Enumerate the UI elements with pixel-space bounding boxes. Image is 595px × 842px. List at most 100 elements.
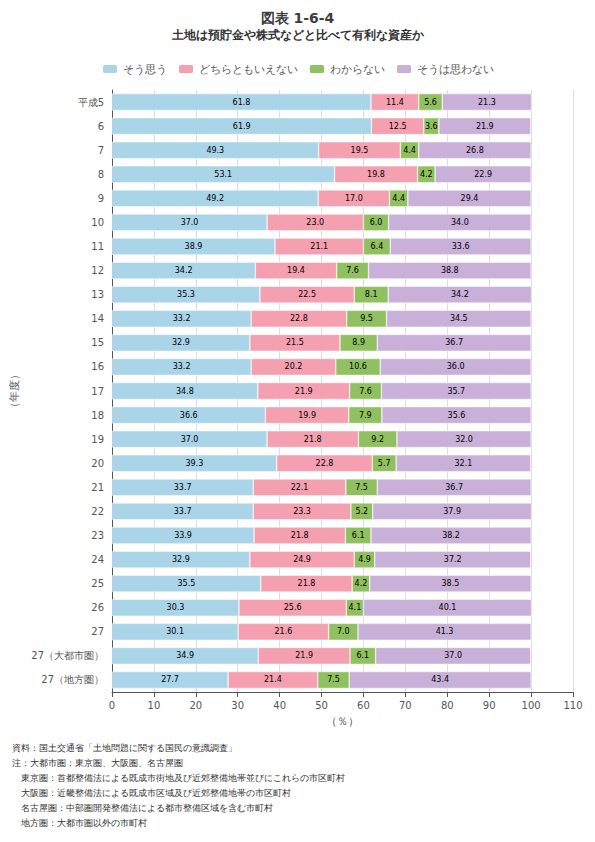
svg-text:8.9: 8.9	[352, 338, 365, 347]
svg-text:60: 60	[357, 700, 370, 711]
svg-text:7.6: 7.6	[346, 266, 359, 275]
svg-text:19.4: 19.4	[287, 266, 305, 275]
svg-text:9.2: 9.2	[371, 435, 384, 444]
svg-text:東京圏：首都整備法による既成市街地及び近郊整備地帯並びにこれ: 東京圏：首都整備法による既成市街地及び近郊整備地帯並びにこれらの市区町村	[12, 773, 345, 783]
svg-text:38.5: 38.5	[442, 579, 460, 588]
svg-text:4.9: 4.9	[358, 555, 371, 564]
svg-text:34.2: 34.2	[451, 290, 469, 299]
svg-text:33.9: 33.9	[174, 531, 192, 540]
svg-text:25.6: 25.6	[284, 603, 302, 612]
svg-text:20: 20	[189, 700, 202, 711]
svg-text:そう思う: そう思う	[123, 63, 167, 76]
svg-text:7.5: 7.5	[355, 483, 368, 492]
svg-text:6: 6	[98, 121, 104, 132]
svg-text:24: 24	[91, 554, 104, 565]
svg-text:26.8: 26.8	[466, 146, 484, 155]
svg-text:21.8: 21.8	[304, 435, 322, 444]
svg-text:40: 40	[273, 700, 286, 711]
svg-text:6.0: 6.0	[370, 218, 383, 227]
svg-text:34.9: 34.9	[176, 651, 194, 660]
svg-text:35.5: 35.5	[177, 579, 195, 588]
svg-text:36.7: 36.7	[445, 483, 463, 492]
svg-text:名古屋圏：中部圏開発整備法による都市整備区域を含む市町村: 名古屋圏：中部圏開発整備法による都市整備区域を含む市町村	[12, 803, 273, 813]
svg-text:22.8: 22.8	[290, 314, 308, 323]
svg-text:14: 14	[91, 313, 104, 324]
svg-text:21.4: 21.4	[264, 675, 282, 684]
svg-text:22.1: 22.1	[291, 483, 309, 492]
svg-text:37.0: 37.0	[181, 435, 199, 444]
svg-text:21.6: 21.6	[275, 627, 293, 636]
svg-text:32.9: 32.9	[172, 338, 190, 347]
svg-text:5.7: 5.7	[378, 459, 391, 468]
svg-text:33.7: 33.7	[174, 483, 192, 492]
svg-text:100: 100	[522, 700, 541, 711]
svg-text:7.9: 7.9	[359, 411, 372, 420]
svg-text:19.5: 19.5	[351, 146, 369, 155]
svg-text:8: 8	[98, 169, 104, 180]
svg-text:7.5: 7.5	[327, 675, 340, 684]
svg-text:35.7: 35.7	[447, 387, 465, 396]
svg-text:大阪圏：近畿整備法による既成市区域及び近郊整備地帯の市区町村: 大阪圏：近畿整備法による既成市区域及び近郊整備地帯の市区町村	[12, 788, 291, 798]
svg-text:27.7: 27.7	[161, 675, 179, 684]
svg-text:21.9: 21.9	[476, 122, 494, 131]
svg-text:21.5: 21.5	[286, 338, 304, 347]
svg-text:18: 18	[91, 410, 104, 421]
svg-text:34.8: 34.8	[176, 387, 194, 396]
svg-text:50: 50	[315, 700, 328, 711]
svg-text:34.0: 34.0	[451, 218, 469, 227]
svg-text:61.8: 61.8	[233, 98, 251, 107]
svg-text:13: 13	[91, 289, 104, 300]
svg-text:25: 25	[91, 578, 104, 589]
svg-text:22: 22	[91, 506, 104, 517]
svg-text:注：大都市圏：東京圏、大阪圏、名古屋圏: 注：大都市圏：東京圏、大阪圏、名古屋圏	[12, 758, 183, 768]
svg-text:70: 70	[399, 700, 412, 711]
svg-text:27（大都市圏）: 27（大都市圏）	[31, 650, 104, 661]
svg-text:6.4: 6.4	[370, 242, 383, 251]
svg-text:32.1: 32.1	[455, 459, 473, 468]
svg-text:12: 12	[91, 265, 104, 276]
svg-text:37.9: 37.9	[443, 507, 461, 516]
svg-text:24.9: 24.9	[293, 555, 311, 564]
svg-text:23: 23	[91, 530, 104, 541]
svg-text:どちらともいえない: どちらともいえない	[199, 63, 298, 76]
svg-text:21: 21	[91, 482, 104, 493]
svg-text:34.2: 34.2	[175, 266, 193, 275]
svg-text:4.1: 4.1	[348, 603, 361, 612]
svg-text:49.2: 49.2	[206, 194, 224, 203]
svg-text:土地は預貯金や株式などと比べて有利な資産か: 土地は預貯金や株式などと比べて有利な資産か	[171, 28, 425, 42]
svg-text:4.2: 4.2	[420, 170, 433, 179]
svg-text:20.2: 20.2	[285, 362, 303, 371]
svg-text:33.7: 33.7	[174, 507, 192, 516]
svg-text:33.6: 33.6	[452, 242, 470, 251]
svg-text:10.6: 10.6	[349, 362, 367, 371]
svg-text:11.4: 11.4	[386, 98, 404, 107]
svg-text:17.0: 17.0	[345, 194, 363, 203]
svg-text:20: 20	[91, 458, 104, 469]
svg-text:27: 27	[91, 626, 104, 637]
svg-text:3.6: 3.6	[425, 122, 438, 131]
svg-text:21.1: 21.1	[310, 242, 328, 251]
svg-text:21.3: 21.3	[478, 98, 496, 107]
svg-text:（％）: （％）	[326, 715, 359, 728]
svg-text:33.2: 33.2	[173, 314, 191, 323]
svg-text:19: 19	[91, 434, 104, 445]
svg-text:（年度）: （年度）	[8, 369, 21, 413]
svg-text:19.9: 19.9	[298, 411, 316, 420]
svg-text:22.9: 22.9	[474, 170, 492, 179]
svg-text:43.4: 43.4	[431, 675, 449, 684]
svg-text:16: 16	[91, 361, 104, 372]
svg-text:30.3: 30.3	[167, 603, 185, 612]
svg-text:21.8: 21.8	[298, 579, 316, 588]
svg-text:4.4: 4.4	[403, 146, 416, 155]
svg-text:15: 15	[91, 337, 104, 348]
svg-text:38.8: 38.8	[441, 266, 459, 275]
svg-text:37.2: 37.2	[444, 555, 462, 564]
svg-text:34.5: 34.5	[450, 314, 468, 323]
svg-text:7.0: 7.0	[337, 627, 350, 636]
svg-text:26: 26	[91, 602, 104, 613]
svg-text:22.5: 22.5	[298, 290, 316, 299]
svg-text:38.2: 38.2	[442, 531, 460, 540]
svg-text:32.0: 32.0	[455, 435, 473, 444]
svg-text:36.0: 36.0	[447, 362, 465, 371]
svg-text:9.5: 9.5	[360, 314, 373, 323]
